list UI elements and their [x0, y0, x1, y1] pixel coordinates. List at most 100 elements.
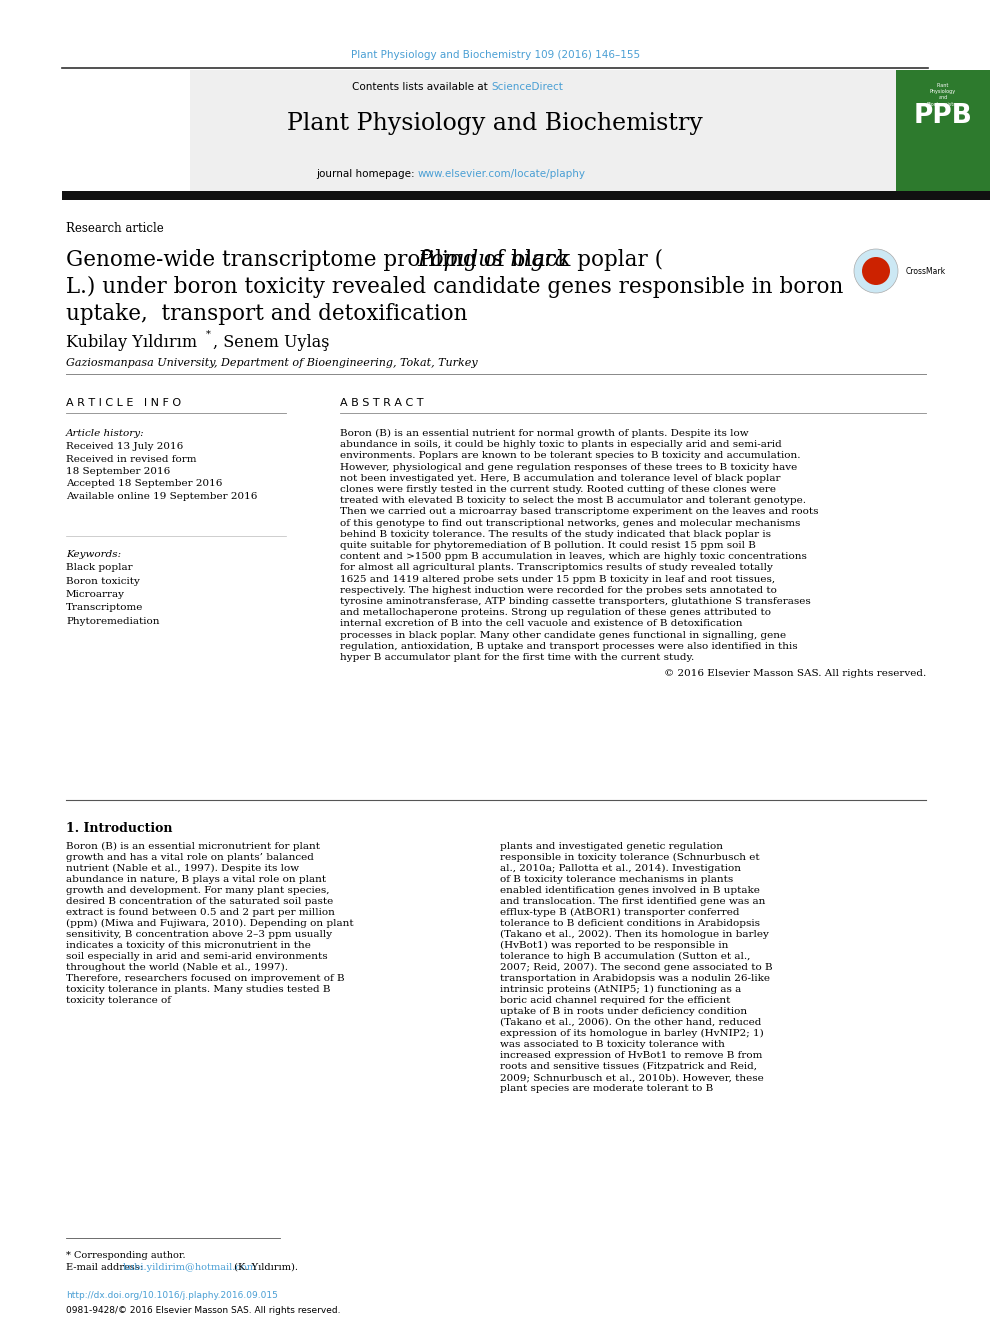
Text: uptake of B in roots under deficiency condition: uptake of B in roots under deficiency co…: [500, 1007, 747, 1016]
Text: for almost all agricultural plants. Transcriptomics results of study revealed to: for almost all agricultural plants. Tran…: [340, 564, 773, 573]
Text: 1625 and 1419 altered probe sets under 15 ppm B toxicity in leaf and root tissue: 1625 and 1419 altered probe sets under 1…: [340, 574, 775, 583]
Text: extract is found between 0.5 and 2 part per million: extract is found between 0.5 and 2 part …: [66, 908, 335, 917]
Text: However, physiological and gene regulation responses of these trees to B toxicit: However, physiological and gene regulati…: [340, 463, 798, 471]
Text: of this genotype to find out transcriptional networks, genes and molecular mecha: of this genotype to find out transcripti…: [340, 519, 801, 528]
Bar: [62, 191, 990, 200]
Text: Genome-wide transcriptome profiling of black poplar (: Genome-wide transcriptome profiling of b…: [66, 249, 663, 271]
Text: 18 September 2016: 18 September 2016: [66, 467, 171, 476]
Text: responsible in toxicity tolerance (Schnurbusch et: responsible in toxicity tolerance (Schnu…: [500, 853, 760, 863]
Text: Contents lists available at: Contents lists available at: [352, 82, 491, 93]
Text: Microarray: Microarray: [66, 590, 125, 599]
Text: 2007; Reid, 2007). The second gene associated to B: 2007; Reid, 2007). The second gene assoc…: [500, 963, 773, 972]
Text: not been investigated yet. Here, B accumulation and tolerance level of black pop: not been investigated yet. Here, B accum…: [340, 474, 781, 483]
Text: transportation in Arabidopsis was a nodulin 26-like: transportation in Arabidopsis was a nodu…: [500, 974, 770, 983]
Text: desired B concentration of the saturated soil paste: desired B concentration of the saturated…: [66, 897, 333, 906]
Text: E-mail address:: E-mail address:: [66, 1263, 146, 1271]
Text: Therefore, researchers focused on improvement of B: Therefore, researchers focused on improv…: [66, 974, 344, 983]
Text: toxicity tolerance of: toxicity tolerance of: [66, 996, 171, 1005]
Text: and translocation. The first identified gene was an: and translocation. The first identified …: [500, 897, 766, 906]
Text: * Corresponding author.: * Corresponding author.: [66, 1252, 186, 1259]
Text: http://dx.doi.org/10.1016/j.plaphy.2016.09.015: http://dx.doi.org/10.1016/j.plaphy.2016.…: [66, 1291, 278, 1301]
Text: Article history:: Article history:: [66, 429, 145, 438]
Text: quite suitable for phytoremediation of B pollution. It could resist 15 ppm soil : quite suitable for phytoremediation of B…: [340, 541, 756, 550]
Text: processes in black poplar. Many other candidate genes functional in signalling, : processes in black poplar. Many other ca…: [340, 631, 786, 639]
Text: Boron (B) is an essential micronutrient for plant: Boron (B) is an essential micronutrient …: [66, 841, 320, 851]
Text: Plant
Physiology
and
Biochemistry: Plant Physiology and Biochemistry: [927, 83, 959, 107]
Text: hyper B accumulator plant for the first time with the current study.: hyper B accumulator plant for the first …: [340, 654, 694, 662]
Text: content and >1500 ppm B accumulation in leaves, which are highly toxic concentra: content and >1500 ppm B accumulation in …: [340, 552, 806, 561]
Text: soil especially in arid and semi-arid environments: soil especially in arid and semi-arid en…: [66, 953, 327, 960]
Text: Phytoremediation: Phytoremediation: [66, 617, 160, 626]
Text: , Senem Uylaş: , Senem Uylaş: [213, 333, 329, 351]
Text: respectively. The highest induction were recorded for the probes sets annotated : respectively. The highest induction were…: [340, 586, 777, 595]
Text: Then we carried out a microarray based transcriptome experiment on the leaves an: Then we carried out a microarray based t…: [340, 508, 818, 516]
Text: internal excretion of B into the cell vacuole and existence of B detoxification: internal excretion of B into the cell va…: [340, 619, 742, 628]
Text: boric acid channel required for the efficient: boric acid channel required for the effi…: [500, 996, 730, 1005]
Text: intrinsic proteins (AtNIP5; 1) functioning as a: intrinsic proteins (AtNIP5; 1) functioni…: [500, 986, 741, 994]
Text: CrossMark: CrossMark: [906, 266, 946, 275]
Text: (HvBot1) was reported to be responsible in: (HvBot1) was reported to be responsible …: [500, 941, 728, 950]
Text: of B toxicity tolerance mechanisms in plants: of B toxicity tolerance mechanisms in pl…: [500, 875, 733, 884]
Circle shape: [862, 257, 890, 284]
Text: sensitivity, B concentration above 2–3 ppm usually: sensitivity, B concentration above 2–3 p…: [66, 930, 332, 939]
Text: tolerance to high B accumulation (Sutton et al.,: tolerance to high B accumulation (Sutton…: [500, 953, 750, 960]
Text: Plant Physiology and Biochemistry 109 (2016) 146–155: Plant Physiology and Biochemistry 109 (2…: [351, 50, 641, 60]
Text: indicates a toxicity of this micronutrient in the: indicates a toxicity of this micronutrie…: [66, 941, 310, 950]
Text: expression of its homologue in barley (HvNIP2; 1): expression of its homologue in barley (H…: [500, 1029, 764, 1039]
Text: tyrosine aminotransferase, ATP binding cassette transporters, glutathione S tran: tyrosine aminotransferase, ATP binding c…: [340, 597, 810, 606]
Bar: [62, 70, 896, 194]
Text: regulation, antioxidation, B uptake and transport processes were also identified: regulation, antioxidation, B uptake and …: [340, 642, 798, 651]
Circle shape: [854, 249, 898, 292]
Text: abundance in nature, B plays a vital role on plant: abundance in nature, B plays a vital rol…: [66, 875, 326, 884]
Text: kubi.yildirim@hotmail.com: kubi.yildirim@hotmail.com: [123, 1263, 257, 1271]
Bar: [896, 70, 990, 194]
Text: Keywords:: Keywords:: [66, 550, 121, 560]
Text: Research article: Research article: [66, 222, 164, 235]
Text: toxicity tolerance in plants. Many studies tested B: toxicity tolerance in plants. Many studi…: [66, 986, 330, 994]
Text: growth and has a vital role on plants’ balanced: growth and has a vital role on plants’ b…: [66, 853, 313, 863]
Text: uptake,  transport and detoxification: uptake, transport and detoxification: [66, 303, 467, 325]
Text: www.elsevier.com/locate/plaphy: www.elsevier.com/locate/plaphy: [418, 169, 586, 179]
Text: environments. Poplars are known to be tolerant species to B toxicity and accumul: environments. Poplars are known to be to…: [340, 451, 801, 460]
Text: efflux-type B (AtBOR1) transporter conferred: efflux-type B (AtBOR1) transporter confe…: [500, 908, 739, 917]
Text: and metallochaperone proteins. Strong up regulation of these genes attributed to: and metallochaperone proteins. Strong up…: [340, 609, 771, 618]
Text: clones were firstly tested in the current study. Rooted cutting of these clones : clones were firstly tested in the curren…: [340, 486, 776, 493]
Text: (Takano et al., 2006). On the other hand, reduced: (Takano et al., 2006). On the other hand…: [500, 1017, 762, 1027]
Text: Boron (B) is an essential nutrient for normal growth of plants. Despite its low: Boron (B) is an essential nutrient for n…: [340, 429, 749, 438]
Text: nutrient (Nable et al., 1997). Despite its low: nutrient (Nable et al., 1997). Despite i…: [66, 864, 300, 873]
Text: 0981-9428/© 2016 Elsevier Masson SAS. All rights reserved.: 0981-9428/© 2016 Elsevier Masson SAS. Al…: [66, 1306, 340, 1315]
Text: journal homepage:: journal homepage:: [316, 169, 418, 179]
Text: al., 2010a; Pallotta et al., 2014). Investigation: al., 2010a; Pallotta et al., 2014). Inve…: [500, 864, 741, 873]
Text: Boron toxicity: Boron toxicity: [66, 577, 140, 586]
Text: (Takano et al., 2002). Then its homologue in barley: (Takano et al., 2002). Then its homologu…: [500, 930, 769, 939]
Text: Available online 19 September 2016: Available online 19 September 2016: [66, 492, 257, 501]
Text: Received in revised form: Received in revised form: [66, 455, 196, 463]
Text: treated with elevated B toxicity to select the most B accumulator and tolerant g: treated with elevated B toxicity to sele…: [340, 496, 806, 505]
Text: throughout the world (Nable et al., 1997).: throughout the world (Nable et al., 1997…: [66, 963, 288, 972]
Text: tolerance to B deficient conditions in Arabidopsis: tolerance to B deficient conditions in A…: [500, 919, 760, 927]
Text: Transcriptome: Transcriptome: [66, 603, 144, 613]
Text: Received 13 July 2016: Received 13 July 2016: [66, 442, 184, 451]
Text: 2009; Schnurbusch et al., 2010b). However, these: 2009; Schnurbusch et al., 2010b). Howeve…: [500, 1073, 764, 1082]
Text: Kubilay Yıldırım: Kubilay Yıldırım: [66, 333, 197, 351]
Text: A B S T R A C T: A B S T R A C T: [340, 398, 424, 407]
Text: ELSEVIER: ELSEVIER: [67, 191, 133, 202]
Text: increased expression of HvBot1 to remove B from: increased expression of HvBot1 to remove…: [500, 1050, 763, 1060]
Text: roots and sensitive tissues (Fitzpatrick and Reid,: roots and sensitive tissues (Fitzpatrick…: [500, 1062, 757, 1072]
Text: growth and development. For many plant species,: growth and development. For many plant s…: [66, 886, 329, 894]
Text: plants and investigated genetic regulation: plants and investigated genetic regulati…: [500, 841, 723, 851]
Text: © 2016 Elsevier Masson SAS. All rights reserved.: © 2016 Elsevier Masson SAS. All rights r…: [664, 669, 926, 679]
Text: *: *: [206, 329, 211, 339]
Text: 1. Introduction: 1. Introduction: [66, 822, 173, 835]
Text: enabled identification genes involved in B uptake: enabled identification genes involved in…: [500, 886, 760, 894]
Text: Accepted 18 September 2016: Accepted 18 September 2016: [66, 479, 222, 488]
Text: (K. Yıldırım).: (K. Yıldırım).: [231, 1263, 298, 1271]
Text: Populus nigra: Populus nigra: [417, 249, 567, 271]
Text: behind B toxicity tolerance. The results of the study indicated that black popla: behind B toxicity tolerance. The results…: [340, 529, 771, 538]
Text: ScienceDirect: ScienceDirect: [491, 82, 562, 93]
Text: abundance in soils, it could be highly toxic to plants in especially arid and se: abundance in soils, it could be highly t…: [340, 441, 782, 450]
Text: was associated to B toxicity tolerance with: was associated to B toxicity tolerance w…: [500, 1040, 725, 1049]
Text: PPB: PPB: [914, 103, 972, 130]
Text: Gaziosmanpasa University, Department of Bioengineering, Tokat, Turkey: Gaziosmanpasa University, Department of …: [66, 359, 477, 368]
Text: Black poplar: Black poplar: [66, 564, 133, 572]
